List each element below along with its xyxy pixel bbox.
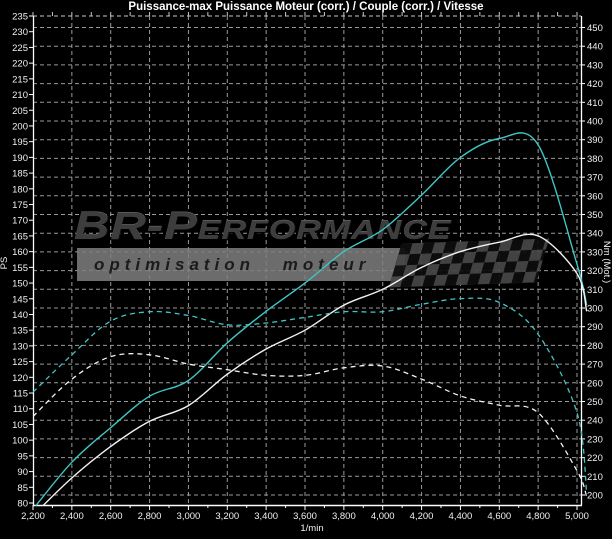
x-tick-labels: 2,200 2,400 2,600 2,800 3,000 3,200 3,400 3,600… xyxy=(21,511,589,522)
svg-text:220: 220 xyxy=(12,59,28,70)
svg-text:180: 180 xyxy=(12,184,28,195)
power-run1-curve xyxy=(34,132,588,506)
svg-text:200: 200 xyxy=(12,121,28,132)
svg-text:340: 340 xyxy=(587,229,603,240)
v-gridlines xyxy=(71,16,578,505)
svg-text:145: 145 xyxy=(12,294,28,305)
svg-text:1/min: 1/min xyxy=(300,523,323,534)
svg-text:4,200: 4,200 xyxy=(410,511,434,522)
svg-text:420: 420 xyxy=(587,79,603,90)
svg-text:3,000: 3,000 xyxy=(177,511,201,522)
svg-text:220: 220 xyxy=(587,453,603,464)
svg-text:205: 205 xyxy=(12,106,28,117)
svg-text:125: 125 xyxy=(12,357,28,368)
svg-text:Nm (Mot.): Nm (Mot.) xyxy=(601,241,612,283)
svg-text:105: 105 xyxy=(12,420,28,431)
svg-text:300: 300 xyxy=(587,304,603,315)
chart-title: Puissance-max Puissance Moteur (corr.) /… xyxy=(128,1,484,13)
svg-text:235: 235 xyxy=(12,12,28,23)
svg-text:165: 165 xyxy=(12,231,28,242)
svg-text:4,000: 4,000 xyxy=(371,511,395,522)
svg-text:430: 430 xyxy=(587,60,603,71)
svg-text:400: 400 xyxy=(587,117,603,128)
svg-text:200: 200 xyxy=(587,491,603,502)
svg-text:210: 210 xyxy=(12,90,28,101)
torque-run2-curve xyxy=(33,353,588,498)
svg-text:3,200: 3,200 xyxy=(215,511,239,522)
svg-text:185: 185 xyxy=(12,169,28,180)
svg-text:195: 195 xyxy=(12,137,28,148)
svg-text:320: 320 xyxy=(587,266,603,277)
svg-text:140: 140 xyxy=(12,310,28,321)
svg-text:360: 360 xyxy=(587,191,603,202)
svg-text:175: 175 xyxy=(12,200,28,211)
svg-text:100: 100 xyxy=(12,436,28,447)
svg-text:440: 440 xyxy=(587,42,603,53)
svg-text:4,600: 4,600 xyxy=(487,511,511,522)
svg-text:115: 115 xyxy=(13,389,28,400)
svg-text:310: 310 xyxy=(587,285,603,296)
svg-text:370: 370 xyxy=(587,173,603,184)
power-run2-curve xyxy=(41,233,588,506)
svg-text:130: 130 xyxy=(12,341,28,352)
svg-text:PS: PS xyxy=(0,257,10,270)
svg-text:2,200: 2,200 xyxy=(21,511,45,522)
plot-borders xyxy=(32,15,583,507)
right-tick-labels: 200 210 220 230 240 250 260 270 280 290 300 310 320 3… xyxy=(587,23,603,502)
svg-text:135: 135 xyxy=(12,326,28,337)
svg-text:350: 350 xyxy=(587,210,603,221)
svg-text:230: 230 xyxy=(587,434,603,445)
tick-marks xyxy=(29,12,585,510)
svg-text:120: 120 xyxy=(12,373,28,384)
svg-text:3,400: 3,400 xyxy=(254,511,278,522)
svg-text:410: 410 xyxy=(587,98,603,109)
torque-run1-curve xyxy=(33,297,588,494)
svg-text:290: 290 xyxy=(587,322,603,333)
svg-text:2,800: 2,800 xyxy=(138,511,162,522)
left-tick-labels: 80 85 90 95 100 105 110 115 120 125 130 135 140 145 15… xyxy=(12,12,28,510)
svg-text:170: 170 xyxy=(12,216,28,227)
svg-text:240: 240 xyxy=(587,416,603,427)
axis-unit-labels: PS Nm (Mot.) 1/min xyxy=(0,241,612,534)
svg-text:110: 110 xyxy=(13,404,28,415)
svg-text:3,800: 3,800 xyxy=(332,511,356,522)
svg-text:280: 280 xyxy=(587,341,603,352)
svg-text:210: 210 xyxy=(587,472,603,483)
svg-text:160: 160 xyxy=(12,247,28,258)
svg-text:260: 260 xyxy=(587,378,603,389)
svg-text:95: 95 xyxy=(17,451,28,462)
svg-text:330: 330 xyxy=(587,247,603,258)
svg-text:4,800: 4,800 xyxy=(526,511,550,522)
svg-text:225: 225 xyxy=(12,43,28,54)
svg-text:2,600: 2,600 xyxy=(99,511,123,522)
svg-text:80: 80 xyxy=(17,499,28,510)
svg-text:270: 270 xyxy=(587,360,603,371)
svg-text:190: 190 xyxy=(12,153,28,164)
svg-text:150: 150 xyxy=(12,279,28,290)
svg-text:230: 230 xyxy=(12,27,28,38)
svg-text:250: 250 xyxy=(587,397,603,408)
svg-text:380: 380 xyxy=(587,154,603,165)
svg-text:215: 215 xyxy=(12,74,28,85)
svg-text:90: 90 xyxy=(17,467,28,478)
svg-text:85: 85 xyxy=(17,483,28,494)
svg-text:390: 390 xyxy=(587,135,603,146)
svg-text:4,400: 4,400 xyxy=(449,511,473,522)
svg-text:3,600: 3,600 xyxy=(293,511,317,522)
svg-text:155: 155 xyxy=(12,263,28,274)
svg-text:2,400: 2,400 xyxy=(60,511,84,522)
svg-text:5,000: 5,000 xyxy=(565,511,589,522)
svg-text:450: 450 xyxy=(587,23,603,34)
